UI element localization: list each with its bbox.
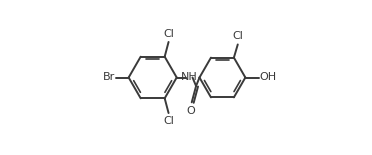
Text: Br: Br — [102, 73, 115, 82]
Text: OH: OH — [259, 73, 276, 82]
Text: NH: NH — [181, 73, 198, 82]
Text: Cl: Cl — [232, 31, 244, 41]
Text: Cl: Cl — [163, 116, 174, 126]
Text: O: O — [187, 106, 195, 116]
Text: Cl: Cl — [163, 29, 174, 39]
